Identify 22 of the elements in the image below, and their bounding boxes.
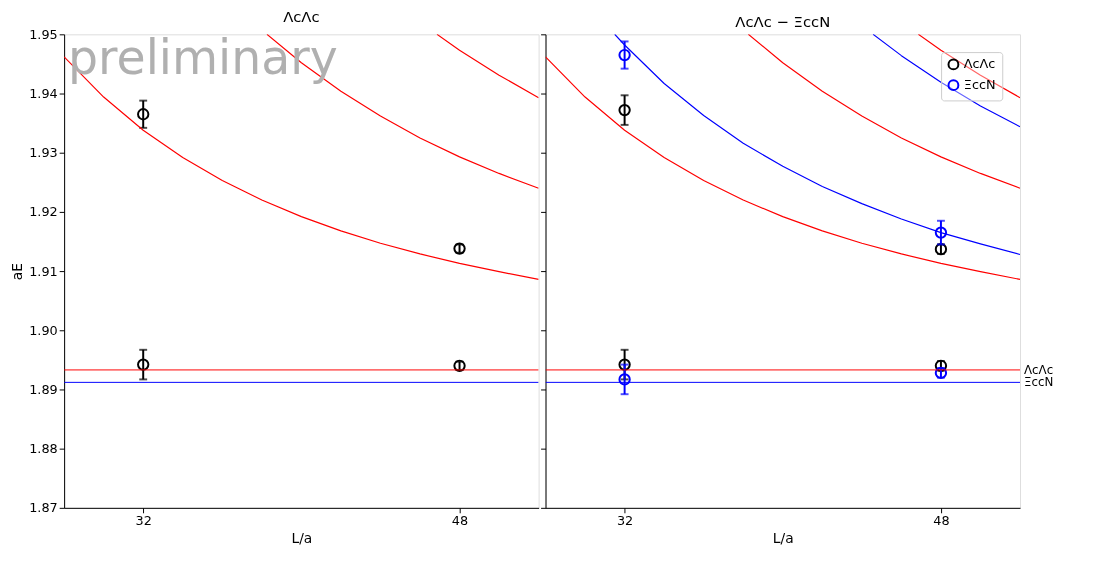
- y-tick-label: 1.94: [29, 85, 58, 101]
- x-tick-label: 32: [616, 513, 634, 529]
- chart-title: ΛcΛc: [283, 7, 320, 25]
- x-axis-title: L/a: [291, 529, 313, 546]
- y-tick-label: 1.88: [29, 441, 58, 457]
- y-tick-label: 1.91: [29, 263, 58, 279]
- y-axis-title: aE: [9, 262, 26, 281]
- x-tick-label: 48: [451, 513, 469, 529]
- y-tick-label: 1.93: [29, 145, 58, 161]
- x-tick-label: 32: [135, 513, 152, 529]
- ref-line-label: ΛcΛc: [1023, 362, 1054, 377]
- y-tick-label: 1.92: [29, 204, 58, 220]
- legend-label: ΛcΛc: [963, 56, 996, 72]
- y-tick-label: 1.90: [29, 322, 58, 338]
- y-tick-label: 1.89: [29, 381, 58, 397]
- y-tick-label: 1.87: [29, 500, 58, 516]
- chart-title: ΛcΛc − ΞccN: [735, 12, 831, 30]
- x-axis-title: L/a: [772, 529, 794, 546]
- ref-line-label: ΞccN: [1023, 375, 1054, 390]
- y-tick-label: 1.95: [29, 26, 58, 42]
- x-tick-label: 48: [933, 513, 950, 529]
- legend-label: ΞccN: [963, 77, 996, 93]
